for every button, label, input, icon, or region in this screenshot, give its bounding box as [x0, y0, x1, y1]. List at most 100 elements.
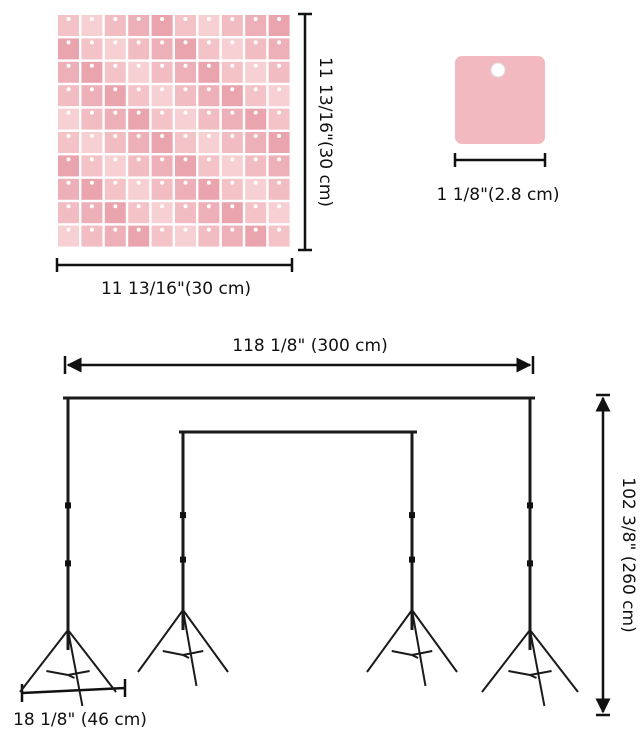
tripod-leg [182, 609, 198, 687]
sequin-tile [151, 108, 173, 130]
sequin-dot [206, 110, 211, 115]
sequin-tile [245, 38, 267, 60]
sequin-tile [104, 38, 126, 60]
clamp [527, 560, 533, 567]
sequin-tile [104, 61, 126, 83]
sequin-tile [198, 225, 220, 247]
stand-width-ends [63, 356, 535, 374]
sequin-tile [81, 61, 103, 83]
sequin-dot [183, 204, 188, 209]
sequin-tile [58, 225, 79, 247]
sequin-dot [183, 87, 188, 92]
sequin-dot [66, 17, 71, 21]
sequin-tile [104, 15, 126, 36]
sequin-tile [151, 15, 173, 36]
sequin-tile [128, 85, 150, 107]
sequin-dot [253, 17, 258, 21]
sequin-dot [113, 63, 118, 68]
sequin-tile [58, 108, 79, 130]
sequin-dot [66, 204, 71, 209]
panel-width-label: 11 13/16"(30 cm) [101, 279, 251, 299]
sequin-tile [221, 15, 243, 36]
sequin-tile [268, 178, 290, 200]
sequin-tile [221, 85, 243, 107]
sequin-dot [183, 110, 188, 115]
sequin-dot [230, 204, 235, 209]
clamp [409, 556, 415, 563]
sequin-tile [245, 132, 267, 153]
sequin-dot [89, 40, 94, 45]
sequin-tile [58, 85, 79, 107]
sequin-size-line [453, 153, 547, 167]
sequin-tile [58, 178, 79, 200]
sequin [455, 56, 545, 144]
sequin-tile [245, 85, 267, 107]
tripod-brace [182, 654, 190, 659]
sequin-tile [58, 202, 79, 224]
sequin-tile [104, 132, 126, 153]
sequin-tile [81, 38, 103, 60]
sequin-dot [113, 110, 118, 115]
sequin-tile [128, 155, 150, 177]
base-line [20, 679, 127, 702]
sequin-dot [230, 157, 235, 162]
sequin-tile [198, 85, 220, 107]
sequin-dot [66, 157, 71, 162]
sequin-dot [277, 63, 282, 68]
sequin-tile [198, 178, 220, 200]
sequin-tile [221, 132, 243, 153]
sequin-tile [245, 15, 267, 36]
sequin-tile [198, 15, 220, 36]
sequin-tile [104, 85, 126, 107]
sequin-dot [160, 87, 165, 92]
sequin-tile [268, 225, 290, 247]
sequin-tile [245, 108, 267, 130]
sequin-dot [89, 227, 94, 232]
sequin-dot [160, 204, 165, 209]
sequin-panel [58, 15, 290, 247]
sequin-dot [113, 134, 118, 138]
stands [19, 398, 579, 707]
sequin-dot [89, 180, 94, 185]
sequin-dot [253, 134, 258, 138]
sequin-tile [151, 132, 173, 153]
sequin-tile [128, 225, 150, 247]
tripod-leg [67, 629, 117, 693]
sequin-tile [104, 108, 126, 130]
sequin-dot [230, 63, 235, 68]
sequin-dot [113, 204, 118, 209]
sequin-dot [253, 227, 258, 232]
sequin-tile [81, 15, 103, 36]
tripod-brace [67, 674, 75, 679]
sequin-dot [113, 17, 118, 21]
tripod-brace [182, 650, 204, 656]
sequin-dot [230, 180, 235, 185]
sequin-dot [160, 180, 165, 185]
sequin-dot [230, 40, 235, 45]
panel-height-line [298, 12, 312, 252]
stand-width-label: 118 1/8" (300 cm) [232, 336, 387, 356]
sequin-tile [175, 85, 196, 107]
sequin-tile [245, 225, 267, 247]
sequin-tile [268, 85, 290, 107]
clamp [409, 512, 415, 519]
sequin-dot [136, 110, 141, 115]
sequin-dot [183, 17, 188, 21]
sequin-tile [175, 155, 196, 177]
sequin-dot [89, 157, 94, 162]
sequin-tile [268, 108, 290, 130]
tripod-leg [411, 609, 458, 673]
sequin-tile [221, 61, 243, 83]
sequin-dot [66, 40, 71, 45]
sequin-tile [175, 15, 196, 36]
sequin-tile [128, 38, 150, 60]
tripod-brace [508, 670, 531, 676]
sequin-tile [128, 202, 150, 224]
sequin-tile [128, 108, 150, 130]
sequin-dot [136, 17, 141, 21]
sequin-tile [245, 178, 267, 200]
sequin-tile [58, 15, 79, 36]
sequin-dot [113, 157, 118, 162]
sequin-dot [89, 110, 94, 115]
base-label: 18 1/8" (46 cm) [13, 710, 147, 730]
